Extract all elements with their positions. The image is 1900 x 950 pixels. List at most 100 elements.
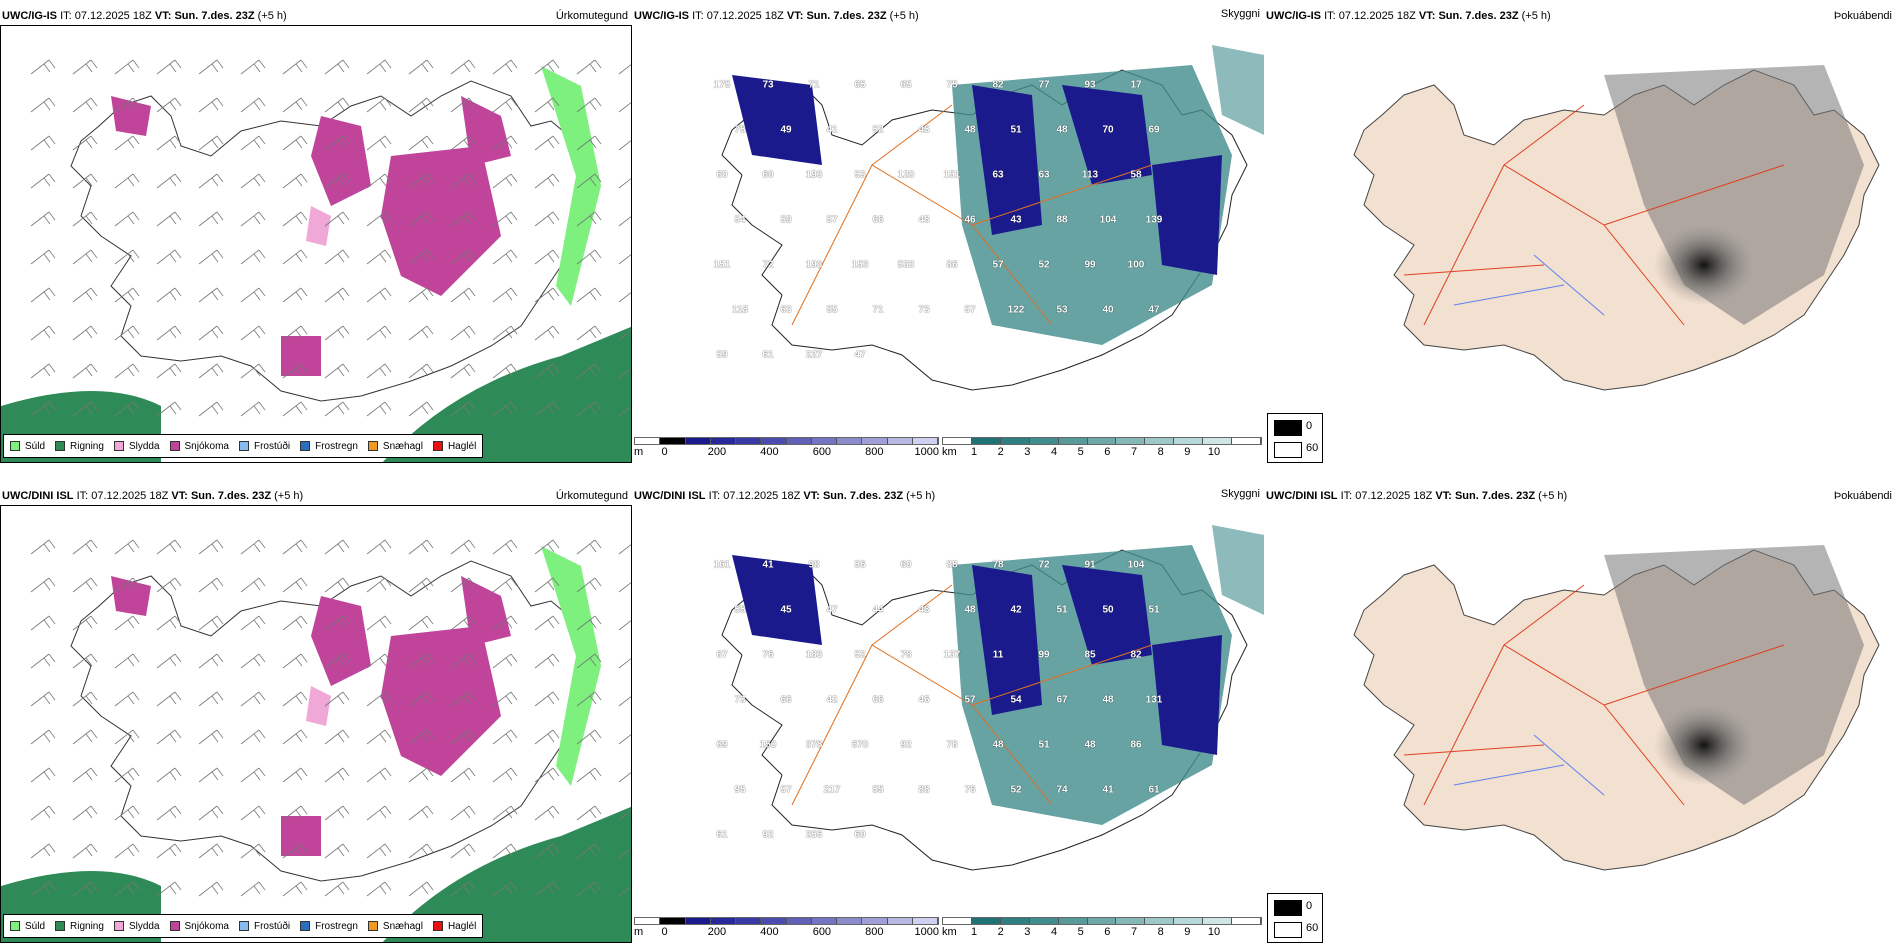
colorbar-swatch bbox=[736, 918, 762, 924]
colorbar-swatch bbox=[761, 918, 787, 924]
it-label: IT: bbox=[692, 10, 704, 22]
colorbar-unit: km bbox=[942, 926, 957, 938]
colorbar-tick: 7 bbox=[1130, 446, 1138, 458]
lead-time: (+5 h) bbox=[257, 10, 287, 22]
legend-swatch bbox=[238, 921, 249, 931]
precip-map-graphic bbox=[1, 539, 631, 942]
cloud-base-label: 92 bbox=[900, 739, 912, 751]
cloud-base-label: 47 bbox=[854, 349, 866, 361]
cloud-base-label: 56 bbox=[854, 559, 866, 571]
legend-label: Rigning bbox=[70, 920, 104, 932]
legend-label: Rigning bbox=[70, 440, 104, 452]
it-label: IT: bbox=[60, 10, 72, 22]
cloud-base-label: 76 bbox=[762, 649, 774, 661]
vt-label: VT: bbox=[1418, 10, 1436, 22]
fog-map bbox=[1264, 505, 1896, 945]
legend-label: Frostúði bbox=[253, 440, 291, 452]
precip-panel-ig-is: UWC/IG-IS IT: 07.12.2025 18Z VT: Sun. 7.… bbox=[0, 0, 632, 465]
colorbar-tick: 1000 bbox=[914, 446, 940, 458]
legend-swatch bbox=[367, 921, 378, 931]
colorbar-tick: 800 bbox=[865, 926, 884, 938]
lead-time: (+5 h) bbox=[889, 10, 919, 22]
cloud-base-label: 670 bbox=[851, 739, 869, 751]
legend-label: Snæhagl bbox=[382, 920, 423, 932]
snow-area bbox=[381, 626, 501, 776]
cloud-base-label: 86 bbox=[946, 259, 958, 271]
colorbar-swatch bbox=[1058, 918, 1088, 924]
colorbar-unit: km bbox=[942, 446, 957, 458]
cloud-base-label: 137 bbox=[943, 649, 961, 661]
legend-swatch bbox=[238, 441, 249, 451]
vt-label: VT: bbox=[171, 490, 188, 502]
colorbar-tick: 4 bbox=[1050, 446, 1058, 458]
it-value: 07.12.2025 18Z bbox=[1355, 490, 1433, 502]
panel-title: Þokuábendi bbox=[1833, 10, 1892, 22]
panel-title: Úrkomutegund bbox=[555, 10, 628, 22]
road-network bbox=[791, 584, 1153, 806]
colorbar-tick: 1000 bbox=[914, 926, 940, 938]
fog-map-graphic bbox=[1353, 545, 1880, 871]
cloud-base-label: 54 bbox=[734, 214, 746, 226]
fog-map bbox=[1264, 25, 1896, 465]
colorbar-swatch bbox=[1087, 918, 1117, 924]
colorbar-swatch bbox=[887, 918, 913, 924]
legend-item: Slydda bbox=[113, 921, 160, 932]
cloud-base-label: 99 bbox=[1084, 259, 1096, 271]
cloud-base-label: 69 bbox=[1148, 124, 1160, 136]
precip-panel-dini-isl: UWC/DINI ISL IT: 07.12.2025 18Z VT: Sun.… bbox=[0, 480, 632, 945]
snow-area bbox=[281, 816, 321, 856]
cloud-base-label: 59 bbox=[780, 214, 792, 226]
cloud-base-label: 78 bbox=[900, 649, 912, 661]
fog-legend-swatch-60 bbox=[1274, 442, 1302, 458]
colorbar-swatch bbox=[837, 918, 863, 924]
panel-header: UWC/DINI ISL IT: 07.12.2025 18Z VT: Sun.… bbox=[1266, 490, 1567, 502]
legend-swatch bbox=[55, 921, 66, 931]
fog-legend-swatch-0 bbox=[1274, 900, 1302, 916]
cloud-base-label: 82 bbox=[992, 79, 1004, 91]
drizzle-area bbox=[541, 546, 601, 786]
cloud-base-label: 42 bbox=[826, 694, 838, 706]
cloud-base-label: 151 bbox=[713, 259, 731, 271]
vt-value: Sun. 7.des. 23Z bbox=[190, 490, 272, 502]
cloud-base-label: 52 bbox=[872, 124, 884, 136]
cloud-base-label: 67 bbox=[1056, 694, 1068, 706]
cloud-base-label: 48 bbox=[1102, 694, 1114, 706]
precip-legend: Súld Rigning Slydda Snjókoma Frostúði Frostre… bbox=[3, 434, 484, 458]
legend-item: Frostúði bbox=[238, 440, 291, 452]
vt-value: Sun. 7.des. 23Z bbox=[1438, 10, 1519, 22]
snow-area bbox=[461, 96, 511, 166]
cloud-base-label: 150 bbox=[759, 739, 777, 751]
cloud-base-label: 45 bbox=[918, 124, 930, 136]
colorbar-tick: 0 bbox=[661, 926, 668, 938]
vt-value: Sun. 7.des. 23Z bbox=[1454, 490, 1536, 502]
cloud-base-label: 51 bbox=[1010, 124, 1022, 136]
fog-legend: 0 60 bbox=[1267, 893, 1323, 943]
cloud-base-label: 55 bbox=[826, 304, 838, 316]
fog-map-graphic bbox=[1353, 65, 1880, 391]
cloud-base-label: 55 bbox=[872, 784, 884, 796]
colorbar-swatch bbox=[1145, 918, 1175, 924]
cloud-base-label: 48 bbox=[964, 124, 976, 136]
legend-label: Súld bbox=[25, 440, 46, 452]
cloud-base-label: 43 bbox=[1010, 214, 1022, 226]
colorbar-tick: 0 bbox=[661, 446, 668, 458]
legend-label: Snjókoma bbox=[184, 440, 229, 452]
cloud-base-label: 75 bbox=[946, 79, 958, 91]
cloud-map-graphic bbox=[721, 45, 1264, 391]
colorbar-tick: 9 bbox=[1184, 926, 1191, 938]
colorbar-tick: 6 bbox=[1104, 446, 1111, 458]
model-name: UWC/DINI ISL bbox=[2, 490, 74, 502]
cloud-base-label: 17 bbox=[1130, 79, 1142, 91]
cloud-base-label: 57 bbox=[992, 259, 1004, 271]
colorbar-tick: 400 bbox=[760, 926, 779, 938]
vt-value: Sun. 7.des. 23Z bbox=[174, 10, 255, 22]
colorbar-swatch bbox=[710, 918, 736, 924]
snow-area bbox=[381, 146, 501, 296]
colorbar-swatch bbox=[1203, 438, 1233, 444]
colorbar-tick: 200 bbox=[707, 446, 727, 458]
legend-swatch bbox=[55, 441, 66, 451]
colorbar-tick: 4 bbox=[1050, 926, 1058, 938]
legend-item: Frostregn bbox=[300, 921, 358, 932]
legend-label: Súld bbox=[25, 920, 46, 932]
colorbar-swatch bbox=[837, 438, 863, 444]
